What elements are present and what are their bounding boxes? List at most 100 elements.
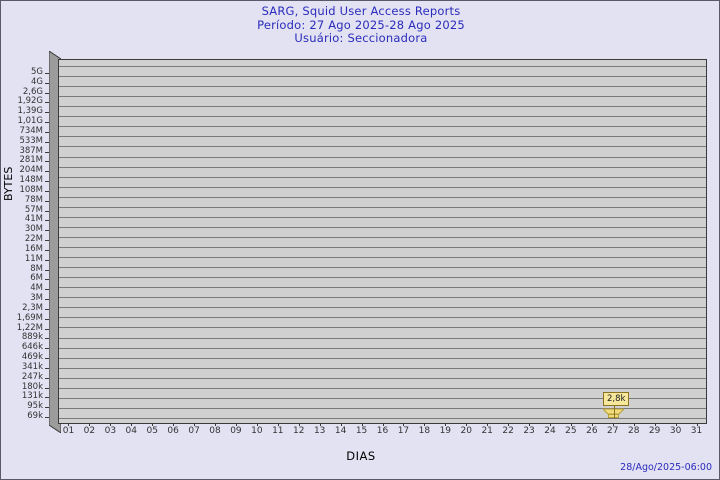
- x-axis-tick-mark: [278, 423, 279, 426]
- y-axis-tick-mark: [45, 161, 49, 162]
- y-axis-tick-mark: [45, 270, 49, 271]
- y-axis-tick-mark: [45, 329, 49, 330]
- x-axis-tick-mark: [466, 423, 467, 426]
- y-axis-tick-label: 6M: [30, 273, 43, 283]
- x-axis-tick-mark: [68, 423, 69, 426]
- y-axis-tick-mark: [45, 132, 49, 133]
- x-axis-tick-label: 22: [502, 426, 514, 436]
- x-axis-tick-label: 21: [481, 426, 493, 436]
- gridline: [59, 277, 706, 278]
- gridline: [59, 317, 706, 318]
- x-axis-tick-label: 19: [439, 426, 452, 436]
- x-axis-tick-label: 15: [355, 426, 368, 436]
- x-axis-tick-label: 04: [125, 426, 137, 436]
- x-axis-tick-mark: [131, 423, 132, 426]
- y-axis-tick-mark: [45, 338, 49, 339]
- chart-title-block: SARG, Squid User Access Reports Período:…: [1, 4, 719, 46]
- y-axis-tick-mark: [45, 191, 49, 192]
- y-axis-tick-label: 3M: [30, 293, 43, 303]
- gridline: [59, 187, 706, 188]
- x-axis-tick-label: 01: [62, 426, 75, 436]
- x-axis-tick-label: 28: [627, 426, 640, 436]
- y-axis-tick-label: 204M: [19, 165, 43, 175]
- gridline: [59, 368, 706, 369]
- x-axis-tick-label: 25: [565, 426, 577, 436]
- x-axis-tick-mark: [571, 423, 572, 426]
- y-axis-tick-mark: [45, 289, 49, 290]
- x-axis-tick-mark: [445, 423, 446, 426]
- generated-timestamp: 28/Ago/2025-06:00: [620, 462, 712, 473]
- x-axis-tick-label: 11: [272, 426, 284, 436]
- gridline: [59, 418, 706, 419]
- x-axis-tick-label: 06: [167, 426, 179, 436]
- x-axis-tick-mark: [236, 423, 237, 426]
- y-axis-tick-label: 180k: [21, 382, 43, 392]
- x-axis-tick-mark: [110, 423, 111, 426]
- x-axis-tick-label: 08: [209, 426, 221, 436]
- x-axis-tick-mark: [89, 423, 90, 426]
- gridline: [59, 257, 706, 258]
- gridline: [59, 96, 706, 97]
- y-axis-tick-mark: [45, 181, 49, 182]
- x-axis-tick-label: 10: [251, 426, 263, 436]
- report-period: Período: 27 Ago 2025-28 Ago 2025: [257, 17, 465, 32]
- x-axis-tick-mark: [320, 423, 321, 426]
- y-axis-tick-label: 646k: [21, 342, 43, 352]
- gridline: [59, 136, 706, 137]
- bar-top-face-3d: [603, 408, 624, 415]
- y-axis-tick-label: 1,39G: [17, 106, 43, 116]
- y-axis-tick-mark: [45, 279, 49, 280]
- y-axis-tick-label: 22M: [24, 234, 43, 244]
- x-axis-tick-mark: [655, 423, 656, 426]
- x-axis-tick-label: 13: [313, 426, 326, 436]
- y-axis-tick-label: 387M: [19, 146, 43, 156]
- x-axis-tick-mark: [592, 423, 593, 426]
- gridline: [59, 348, 706, 349]
- x-axis-tick-label: 23: [523, 426, 535, 436]
- gridline: [59, 408, 706, 409]
- y-axis-tick-mark: [45, 142, 49, 143]
- value-callout-stem: [614, 403, 615, 419]
- value-callout: 2,8k: [603, 392, 630, 406]
- y-axis-tick-mark: [45, 122, 49, 123]
- gridline: [59, 287, 706, 288]
- plot-face: 2,8k: [58, 59, 707, 424]
- gridline: [59, 307, 706, 308]
- x-axis-tick-mark: [424, 423, 425, 426]
- x-axis-tick-mark: [529, 423, 530, 426]
- x-axis-tick-mark: [362, 423, 363, 426]
- x-axis-tick-mark: [487, 423, 488, 426]
- y-axis-tick-label: 16M: [24, 244, 43, 254]
- y-axis-tick-mark: [45, 388, 49, 389]
- y-axis-tick-mark: [45, 319, 49, 320]
- x-axis-tick-label: 12: [293, 426, 305, 436]
- x-axis-tick-label: 02: [83, 426, 96, 436]
- gridline: [59, 126, 706, 127]
- gridline: [59, 167, 706, 168]
- y-axis-tick-label: 1,22M: [16, 323, 43, 333]
- y-axis-tick-label: 78M: [24, 195, 43, 205]
- x-axis-tick-label: 20: [460, 426, 472, 436]
- x-axis-tick-label: 16: [376, 426, 389, 436]
- x-axis-tick-label: 03: [104, 426, 117, 436]
- y-axis-tick-label: 8M: [30, 264, 43, 274]
- x-axis-tick-label: 26: [586, 426, 598, 436]
- x-axis-title: DIAS: [346, 449, 376, 463]
- y-axis-tick-mark: [45, 378, 49, 379]
- y-axis-tick-label: 11M: [24, 254, 43, 264]
- y-axis-tick-label: 2,6G: [22, 87, 43, 97]
- y-axis-tick-mark: [45, 348, 49, 349]
- y-axis-tick-label: 57M: [24, 205, 43, 215]
- report-user: Usuário: Seccionadora: [294, 31, 428, 45]
- x-axis-tick-label: 09: [230, 426, 242, 436]
- x-axis-tick-mark: [508, 423, 509, 426]
- y-axis-tick-label: 533M: [19, 136, 43, 146]
- y-axis-tick-mark: [45, 211, 49, 212]
- y-axis-tick-label: 341k: [21, 362, 43, 372]
- y-axis-tick-mark: [45, 417, 49, 418]
- y-axis-tick-label: 30M: [24, 224, 43, 234]
- gridline: [59, 398, 706, 399]
- gridline: [59, 106, 706, 107]
- y-axis-tick-labels: 5G 4G 2,6G 1,92G 1,39G 1,01G 734M 533M 387M 281M 2…: [1, 51, 49, 433]
